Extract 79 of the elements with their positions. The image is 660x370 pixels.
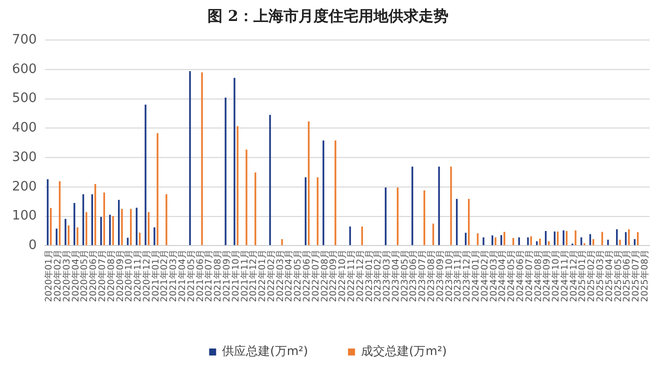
- x-tick-label: 2023年12月: [462, 250, 473, 302]
- x-tick-label: 2024年10月: [550, 250, 562, 302]
- x-tick-label: 2020年11月: [132, 250, 144, 302]
- x-tick-label: 2021年01月: [150, 250, 162, 302]
- x-tick-label: 2025年02月: [586, 250, 598, 302]
- y-tick-label: 500: [12, 91, 37, 106]
- x-tick-label: 2023年07月: [417, 250, 428, 302]
- x-tick-label: 2024年03月: [488, 250, 500, 302]
- x-tick-label: 2024年04月: [497, 250, 508, 302]
- x-tick-label: 2024年09月: [542, 250, 553, 302]
- x-tick-label: 2020年01月: [44, 250, 55, 302]
- x-tick-label: 2020年12月: [141, 250, 152, 302]
- x-tick-label: 2025年06月: [622, 250, 633, 302]
- x-tick-label: 2022年03月: [274, 250, 286, 302]
- x-tick-label: 2021年06月: [194, 250, 206, 302]
- x-tick-label: 2022年07月: [310, 250, 322, 302]
- x-tick-label: 2021年07月: [204, 250, 215, 302]
- x-tick-label: 2022年12月: [354, 250, 366, 302]
- x-tick-label: 2025年05月: [612, 250, 624, 302]
- legend-label: 供应总建(万m²): [222, 344, 308, 358]
- y-tick-label: 0: [28, 238, 37, 254]
- x-tick-label: 2024年08月: [532, 250, 544, 302]
- x-tick-label: 2021年04月: [177, 250, 188, 302]
- x-tick-label: 2022年01月: [257, 250, 268, 302]
- x-tick-label: 2023年03月: [382, 250, 393, 302]
- x-tick-label: 2020年03月: [61, 250, 72, 302]
- x-tick-label: 2023年08月: [426, 250, 438, 302]
- x-tick-label: 2023年05月: [399, 250, 410, 302]
- x-tick-label: 2022年10月: [337, 250, 348, 302]
- y-tick-label: 200: [12, 179, 37, 194]
- x-tick-label: 2022年08月: [319, 250, 330, 302]
- x-tick-label: 2020年09月: [114, 250, 126, 302]
- legend-label: 成交总建(万m²): [361, 344, 447, 358]
- x-tick-label: 2021年05月: [186, 250, 197, 302]
- x-tick-label: 2022年04月: [284, 250, 295, 302]
- x-tick-label: 2024年02月: [479, 250, 490, 302]
- x-tick-label: 2021年10月: [230, 250, 242, 302]
- chart-title: 图 2：上海市月度住宅用地供求走势: [208, 6, 448, 25]
- x-tick-label: 2023年10月: [444, 250, 455, 302]
- x-tick-label: 2021年12月: [248, 250, 260, 302]
- x-tick-label: 2024年06月: [514, 250, 526, 302]
- x-tick-label: 2023年04月: [390, 250, 402, 302]
- x-tick-label: 2025年08月: [639, 250, 650, 302]
- x-tick-label: 2023年02月: [372, 250, 384, 302]
- x-tick-label: 2021年09月: [221, 250, 232, 302]
- x-tick-label: 2024年07月: [524, 250, 535, 302]
- x-tick-label: 2021年11月: [239, 250, 250, 302]
- y-tick-label: 400: [12, 120, 37, 136]
- x-tick-label: 2020年06月: [88, 250, 100, 302]
- x-tick-label: 2020年10月: [124, 250, 135, 302]
- x-tick-label: 2021年03月: [168, 250, 180, 302]
- x-tick-label: 2020年05月: [79, 250, 90, 302]
- x-tick-label: 2020年04月: [70, 250, 82, 302]
- x-tick-label: 2021年02月: [159, 250, 170, 302]
- x-tick-label: 2023年01月: [364, 250, 375, 302]
- x-tick-label: 2025年01月: [577, 250, 588, 302]
- x-tick-label: 2022年02月: [266, 250, 277, 302]
- x-tick-label: 2024年12月: [568, 250, 580, 302]
- x-tick-label: 2022年11月: [346, 250, 357, 302]
- x-tick-label: 2022年06月: [302, 250, 313, 302]
- x-tick-label: 2022年05月: [292, 250, 304, 302]
- x-tick-label: 2021年08月: [212, 250, 224, 302]
- x-tick-label: 2020年02月: [52, 250, 64, 302]
- x-tick-label: 2020年07月: [96, 250, 108, 302]
- y-tick-label: 100: [12, 208, 37, 224]
- x-tick-label: 2024年01月: [470, 250, 482, 302]
- x-tick-label: 2023年09月: [434, 250, 446, 302]
- y-tick-label: 700: [12, 32, 37, 48]
- x-tick-label: 2023年11月: [452, 250, 464, 302]
- y-tick-label: 300: [12, 150, 37, 165]
- x-tick-label: 2022年09月: [328, 250, 340, 302]
- x-tick-label: 2020年08月: [106, 250, 117, 302]
- x-tick-label: 2025年03月: [595, 250, 606, 302]
- x-tick-label: 2024年11月: [559, 250, 570, 302]
- y-tick-label: 600: [12, 62, 37, 77]
- x-tick-label: 2025年04月: [604, 250, 615, 302]
- x-tick-label: 2023年06月: [408, 250, 420, 302]
- x-tick-label: 2024年05月: [506, 250, 518, 302]
- x-tick-label: 2025年07月: [630, 250, 642, 302]
